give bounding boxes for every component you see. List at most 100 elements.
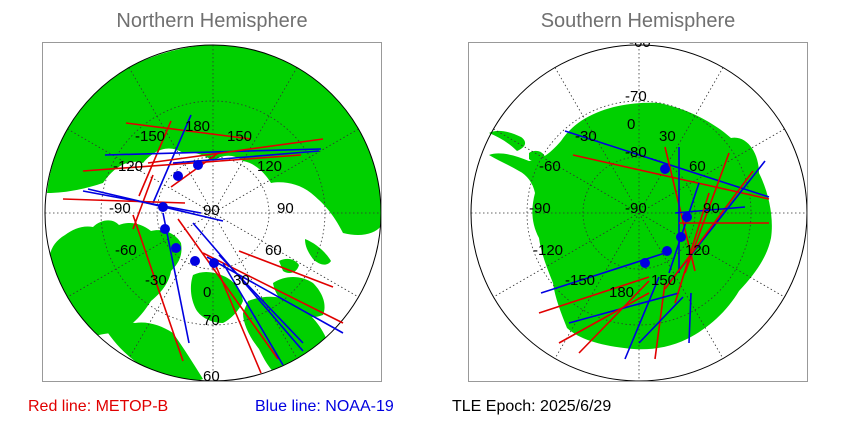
north-lon-labels: 180 -150 150 -120 120 -90 90 90 -60 60 -… <box>109 118 294 301</box>
legend-noaa: Blue line: NOAA-19 <box>255 398 394 415</box>
lat-label-minus60: -60 <box>629 43 651 51</box>
north-map-title: Northern Hemisphere <box>116 10 308 32</box>
south-metop-swath-18 <box>674 192 710 304</box>
north-noaa-swath-16 <box>218 254 304 344</box>
lon-label-minus120: -120 <box>113 158 143 175</box>
lon-label-120: 120 <box>257 158 282 175</box>
north-satellite-position-6 <box>209 258 219 268</box>
south-satellite-position-3 <box>662 246 672 256</box>
south-satellite-position-1 <box>682 212 692 222</box>
north-landmasses <box>47 45 381 381</box>
lon-label-minus90: -90 <box>109 200 131 217</box>
north-metop-swath-14 <box>202 252 344 324</box>
south-map-title: Southern Hemisphere <box>540 10 736 32</box>
tle-epoch: TLE Epoch: 2025/6/29 <box>452 398 612 415</box>
south-satellite-position-2 <box>676 232 686 242</box>
antarctic-peninsula-landmass <box>489 130 526 151</box>
lon-label-60: 60 <box>689 158 706 175</box>
lon-label-minus60: -60 <box>115 242 137 259</box>
north-satellite-position-0 <box>193 160 203 170</box>
lat-label-minus80: -80 <box>625 144 647 161</box>
lon-label-minus30: -30 <box>575 128 597 145</box>
svalbard-landmass <box>279 258 299 273</box>
lon-label-0: 0 <box>627 116 635 133</box>
south-noaa-swath-4 <box>668 182 700 274</box>
south-metop-swath-10 <box>578 280 650 354</box>
north-satellite-position-5 <box>190 256 200 266</box>
lat-label-70: 70 <box>203 312 220 329</box>
south-metop-swath-1 <box>572 154 770 200</box>
lat-label-minus70: -70 <box>625 88 647 105</box>
siberian-islands-landmass <box>215 113 235 126</box>
legend-metop: Red line: METOP-B <box>28 398 169 415</box>
south-boundary <box>470 44 807 381</box>
north-metop-swath-1 <box>138 120 172 197</box>
north-map: 180 -150 150 -120 120 -90 90 90 -60 60 -… <box>44 44 381 382</box>
south-noaa-swath-0 <box>564 130 770 198</box>
north-metop-swath-4 <box>82 154 302 172</box>
south-noaa-swath-19 <box>638 296 684 344</box>
north-metop-swath-17 <box>238 250 334 288</box>
alexander-island-landmass <box>529 150 545 162</box>
north-america-landmass <box>48 220 182 338</box>
north-satellite-position-3 <box>160 224 170 234</box>
lon-label-minus90: -90 <box>529 200 551 217</box>
lon-label-30: 30 <box>233 272 250 289</box>
north-satellite-position-2 <box>158 202 168 212</box>
lon-label-120: 120 <box>685 242 710 259</box>
north-satellite-position-1 <box>173 171 183 181</box>
south-metop-swath-15 <box>558 292 650 344</box>
north-map-frame: 180 -150 150 -120 120 -90 90 90 -60 60 -… <box>42 42 382 382</box>
lat-label-60: 60 <box>203 368 220 382</box>
north-boundary <box>44 44 381 381</box>
south-metop-swath-7 <box>664 170 754 290</box>
lon-label-150: 150 <box>651 272 676 289</box>
lon-label-minus150: -150 <box>135 128 165 145</box>
north-graticule <box>45 45 381 381</box>
greenland-landmass <box>190 272 243 323</box>
north-noaa-swath-19 <box>222 262 284 366</box>
north-metop-swath-20 <box>147 138 324 164</box>
lat-label-minus90: -90 <box>625 200 647 217</box>
eurasia-landmass <box>47 45 381 235</box>
north-metop-swath-12 <box>177 218 279 360</box>
south-map: -60 -70 -80 -90 0 -30 30 -60 60 -90 90 -… <box>470 43 807 381</box>
lon-label-minus30: -30 <box>145 272 167 289</box>
lon-label-60: 60 <box>265 242 282 259</box>
lon-label-90: 90 <box>703 200 720 217</box>
south-swath-lines <box>538 130 770 360</box>
north-noaa-swath-11 <box>162 212 190 344</box>
north-noaa-swath-5 <box>104 148 322 156</box>
north-satellite-position-4 <box>171 243 181 253</box>
south-map-frame: -60 -70 -80 -90 0 -30 30 -60 60 -90 90 -… <box>468 42 808 382</box>
lon-label-180: 180 <box>609 284 634 301</box>
atlantic-coast-landmass <box>103 321 203 381</box>
lon-label-30: 30 <box>659 128 676 145</box>
south-satellite-position-4 <box>640 258 650 268</box>
lon-label-90: 90 <box>277 200 294 217</box>
novaya-zemlya-landmass <box>305 239 331 265</box>
north-metop-swath-0 <box>125 122 252 140</box>
south-noaa-swath-11 <box>624 276 660 360</box>
north-lat-labels: 70 60 <box>203 312 220 382</box>
lon-label-0: 0 <box>203 284 211 301</box>
south-noaa-swath-14 <box>568 292 680 324</box>
south-lat-labels: -60 -70 -80 -90 <box>625 43 651 217</box>
north-noaa-swath-9 <box>87 188 224 222</box>
north-noaa-swath-13 <box>192 222 304 352</box>
lon-label-minus60: -60 <box>539 158 561 175</box>
south-metop-swath-2 <box>664 146 696 272</box>
lon-label-minus150: -150 <box>565 272 595 289</box>
lon-label-150: 150 <box>227 128 252 145</box>
south-noaa-swath-17 <box>674 206 746 214</box>
lon-label-minus120: -120 <box>533 242 563 259</box>
south-noaa-swath-13 <box>688 292 692 344</box>
north-swath-lines <box>62 114 344 374</box>
north-metop-swath-18 <box>212 258 262 374</box>
south-satellite-position-0 <box>660 164 670 174</box>
lon-label-180: 180 <box>185 118 210 135</box>
south-lon-labels: 0 -30 30 -60 60 -90 90 -120 120 -150 150… <box>529 116 720 301</box>
lon-label-90-center: 90 <box>203 202 220 219</box>
south-metop-swath-9 <box>538 276 650 314</box>
north-noaa-swath-15 <box>206 256 344 334</box>
